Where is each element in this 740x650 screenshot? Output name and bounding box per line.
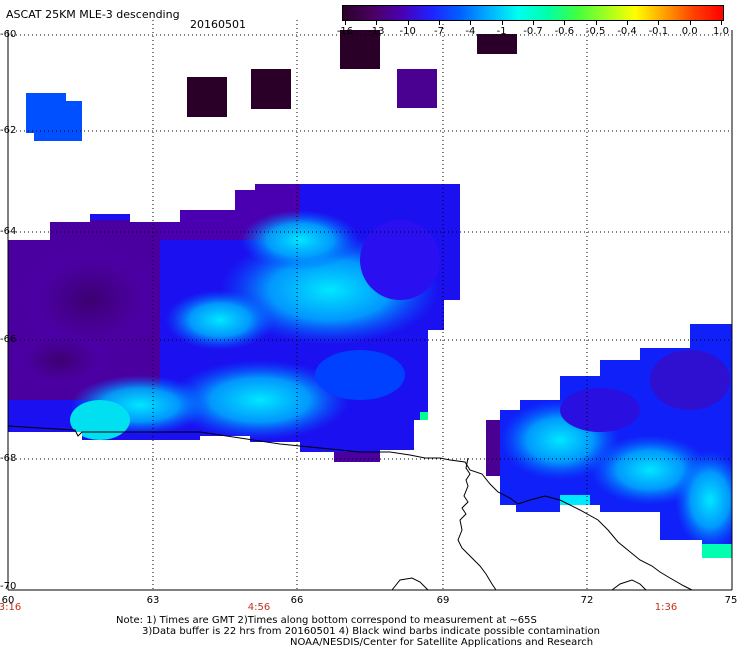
lat-label: -60 (0, 29, 17, 40)
colorbar-label: -13 (368, 26, 385, 37)
data-cell (340, 30, 380, 69)
note-line: 3)Data buffer is 22 hrs from 20160501 4)… (142, 626, 600, 637)
colorbar-tick (595, 21, 597, 25)
colorbar-label: -16 (336, 26, 354, 37)
colorbar-label: 0.0 (681, 26, 698, 37)
note-line: NOAA/NESDIS/Center for Satellite Applica… (290, 637, 594, 648)
time-label: 4:56 (247, 602, 271, 613)
lat-label: -64 (0, 226, 17, 237)
lat-label: -68 (0, 453, 17, 464)
lat-label: -66 (0, 334, 17, 345)
map-title: ASCAT 25KM MLE-3 descending (6, 8, 180, 21)
lon-label: 72 (580, 595, 594, 606)
swath-west (8, 184, 460, 462)
colorbar-tick (533, 21, 534, 25)
data-cell (397, 69, 437, 108)
data-cell (26, 93, 82, 141)
colorbar-label: -4 (465, 26, 476, 37)
colorbar-label: -0.1 (648, 26, 669, 37)
colorbar-label: -0.7 (523, 26, 543, 37)
time-label: 3:16 (0, 602, 22, 613)
data-cell (477, 34, 517, 54)
colorbar-label: -7 (434, 26, 444, 37)
colorbar-label: 1.0 (713, 26, 729, 37)
colorbar-label: -0.5 (585, 26, 606, 37)
note-line: Note: 1) Times are GMT 2)Times along bot… (116, 615, 537, 626)
colorbar-tick (345, 21, 346, 25)
colorbar-tick (721, 21, 722, 25)
colorbar-tick (376, 21, 378, 25)
map-date: 20160501 (190, 18, 246, 31)
lat-label: -62 (0, 125, 17, 136)
lon-label: 60 (1, 595, 15, 606)
colorbar-tick (564, 21, 566, 25)
colorbar-label: -10 (399, 26, 416, 37)
plot-frame (7, 30, 733, 591)
colorbar-tick (470, 21, 472, 25)
colorbar-tick (407, 21, 409, 25)
colorbar-tick (689, 21, 691, 25)
isolated-cells (26, 30, 517, 141)
colorbar-tick (501, 21, 503, 25)
lon-label: 66 (290, 595, 304, 606)
lon-label: 69 (436, 595, 450, 606)
colorbar-label: -0.4 (617, 26, 637, 37)
colorbar-label: -1 (496, 26, 507, 37)
graticule (8, 20, 732, 590)
colorbar-label: -0.6 (554, 26, 575, 37)
colorbar-tick (627, 21, 628, 25)
colorbar (342, 5, 724, 21)
coastline (7, 425, 693, 591)
data-cell (187, 77, 227, 117)
colorbar-tick (439, 21, 440, 25)
lon-label: 75 (724, 595, 738, 606)
time-label: 1:36 (654, 602, 678, 613)
data-cell (251, 69, 291, 109)
colorbar-tick (658, 21, 660, 25)
lat-label: -70 (0, 581, 17, 592)
lon-label: 63 (146, 595, 160, 606)
